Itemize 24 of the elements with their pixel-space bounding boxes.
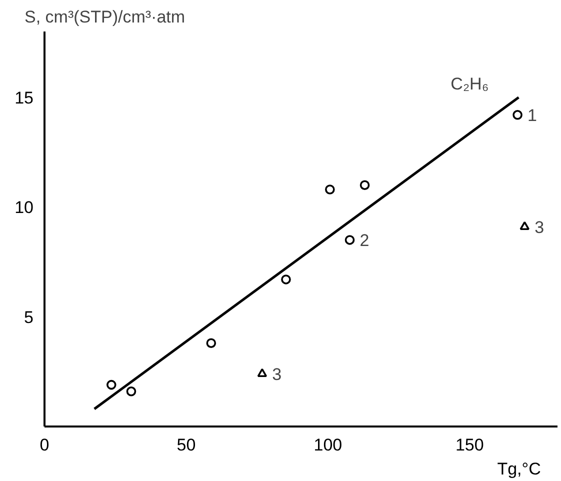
y-tick-label: 10	[14, 198, 34, 218]
x-tick-label: 0	[40, 436, 50, 454]
point	[126, 386, 136, 396]
y-tick-label: 5	[24, 308, 34, 327]
point	[106, 380, 116, 390]
point	[325, 184, 335, 194]
point	[281, 274, 291, 284]
annotation: 2	[360, 230, 370, 250]
point	[512, 110, 522, 120]
annotation: 1	[528, 106, 538, 125]
point	[520, 221, 530, 230]
point	[206, 338, 216, 348]
x-tick-label: 100	[314, 436, 342, 454]
annotation: C₂H₆	[450, 74, 489, 94]
point	[257, 368, 268, 378]
point	[360, 180, 370, 190]
x-axis-title: Tg,°C	[497, 460, 541, 478]
y-axis-title: S, cm³(STP)/cm³·atm	[24, 8, 186, 26]
annotation: 3	[272, 364, 282, 384]
annotation: 3	[534, 218, 544, 237]
x-tick-label: 50	[176, 436, 196, 454]
point	[344, 235, 355, 245]
y-tick-label: 15	[14, 88, 34, 108]
x-tick-label: 150	[455, 436, 484, 454]
